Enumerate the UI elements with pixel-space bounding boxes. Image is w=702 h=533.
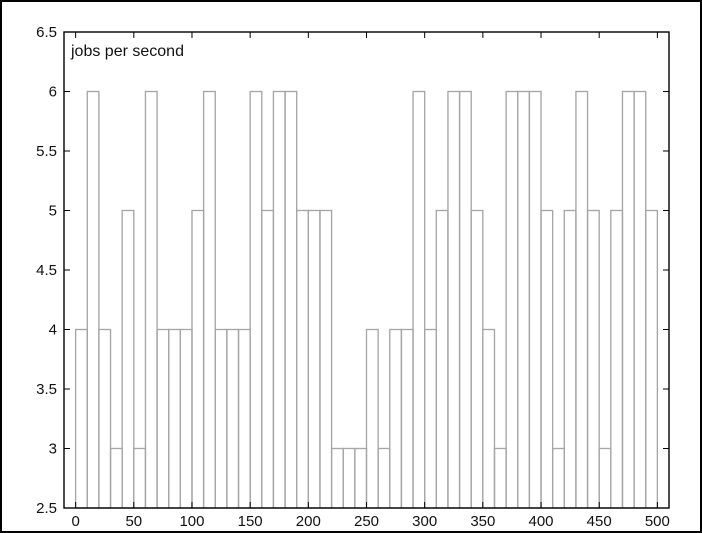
y-tick-label-3: 4 [49,322,57,339]
series-annotation: jobs per second [70,43,184,60]
x-tick-label-2: 100 [179,513,204,530]
y-tick-label-5: 5 [49,203,57,220]
x-tick-label-1: 50 [125,513,142,530]
x-tick-label-8: 400 [529,513,554,530]
y-tick-label-7: 6 [49,84,57,101]
y-tick-label-1: 3 [49,441,57,458]
tick-group: 0 50 100 150 200 250 300 350 400 450 500 2.5 3 3.5 4 4.… [36,24,670,530]
y-tick-label-0: 2.5 [36,500,57,517]
x-tick-label-9: 450 [587,513,612,530]
y-tick-label-4: 4.5 [36,262,57,279]
y-tick-label-8: 6.5 [36,24,57,41]
x-tick-label-6: 300 [412,513,437,530]
x-tick-label-3: 150 [238,513,263,530]
x-tick-label-7: 350 [470,513,495,530]
y-tick-label-2: 3.5 [36,381,57,398]
x-tick-label-5: 250 [354,513,379,530]
x-tick-label-0: 0 [71,513,79,530]
x-tick-label-10: 500 [645,513,670,530]
x-tick-label-4: 200 [296,513,321,530]
y-tick-label-6: 5.5 [36,143,57,160]
